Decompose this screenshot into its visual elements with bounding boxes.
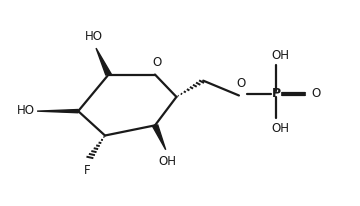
Text: P: P <box>272 87 281 100</box>
Text: HO: HO <box>17 104 35 117</box>
Text: OH: OH <box>158 155 176 168</box>
Polygon shape <box>96 48 111 75</box>
Text: OH: OH <box>271 122 289 135</box>
Text: HO: HO <box>85 30 103 43</box>
Polygon shape <box>37 110 78 113</box>
Text: O: O <box>311 87 320 100</box>
Text: OH: OH <box>271 49 289 62</box>
Text: O: O <box>152 56 161 69</box>
Text: F: F <box>84 164 90 177</box>
Text: O: O <box>236 77 246 90</box>
Polygon shape <box>152 125 166 150</box>
